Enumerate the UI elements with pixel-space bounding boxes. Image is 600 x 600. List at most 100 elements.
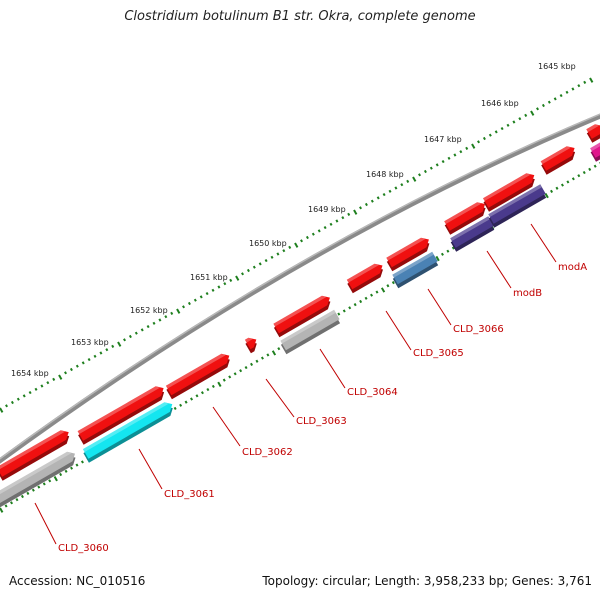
scale-tick	[140, 328, 144, 332]
scale-label: 1653 kbp	[71, 338, 109, 347]
scale-tick	[536, 107, 540, 111]
inner-tick	[375, 290, 379, 294]
leader-line	[212, 406, 241, 447]
scale-tick	[311, 232, 315, 236]
scale-tick	[217, 285, 221, 289]
scale-tick	[341, 216, 345, 220]
scale-tick	[105, 348, 109, 352]
gene-feature	[82, 402, 173, 459]
scale-tick	[170, 311, 174, 315]
scale-tick	[117, 341, 122, 347]
gene-feature-highlight	[586, 124, 600, 133]
scale-tick	[152, 321, 156, 325]
scale-tick	[252, 265, 256, 269]
scale-tick	[589, 77, 594, 83]
scale-tick	[453, 153, 457, 157]
gene-feature	[444, 202, 486, 231]
gene-label-modA: modA	[558, 262, 587, 273]
gene-feature-highlight	[0, 430, 65, 469]
scale-tick	[288, 245, 292, 249]
scale-tick	[329, 222, 333, 226]
scale-tick	[69, 367, 73, 372]
scale-tick	[512, 120, 516, 124]
inner-tick	[337, 312, 341, 316]
scale-tick	[477, 140, 481, 144]
inner-tick	[255, 359, 259, 363]
inner-tick	[42, 482, 46, 486]
scale-tick	[276, 252, 280, 256]
gene-label-modB: modB	[513, 288, 542, 299]
inner-tick	[364, 296, 368, 300]
gene-label-CLD_3062: CLD_3062	[242, 447, 293, 458]
gene-feature-highlight	[273, 295, 327, 327]
scale-tick	[382, 193, 386, 197]
scale-tick	[123, 338, 127, 342]
gene-label-CLD_3061: CLD_3061	[164, 489, 215, 500]
inner-tick	[560, 183, 564, 187]
inner-tick	[10, 501, 14, 505]
scale-tick	[335, 219, 339, 223]
scale-label: 1652 kbp	[130, 306, 168, 315]
scale-tick	[565, 90, 569, 94]
scale-tick	[241, 272, 245, 276]
inner-tick	[451, 246, 455, 250]
leader-line	[138, 448, 163, 490]
scale-tick	[353, 209, 358, 215]
scale-tick	[52, 377, 56, 381]
scale-tick	[22, 394, 26, 398]
scale-tick	[418, 173, 422, 177]
gene-feature-highlight	[82, 402, 169, 452]
inner-tick	[80, 460, 84, 464]
gene-feature	[488, 184, 546, 224]
scale-tick	[300, 239, 304, 243]
scale-tick	[571, 87, 575, 91]
inner-tick	[228, 375, 232, 379]
inner-tick	[184, 400, 188, 404]
scale-tick	[75, 364, 79, 368]
gene-label-CLD_3064: CLD_3064	[347, 387, 398, 398]
scale-tick	[34, 387, 38, 391]
inner-tick	[588, 167, 592, 171]
scale-tick	[10, 400, 14, 405]
scale-tick	[258, 262, 262, 266]
inner-tick	[4, 504, 8, 508]
inner-tick	[359, 299, 363, 304]
scale-tick	[465, 146, 469, 150]
gene-feature	[0, 451, 75, 504]
inner-tick	[70, 466, 74, 470]
scale-tick	[429, 166, 433, 170]
scale-label: 1649 kbp	[308, 205, 346, 214]
gene-feature	[244, 337, 257, 350]
inner-tick	[250, 362, 254, 366]
inner-tick	[37, 485, 41, 489]
scale-labels: 1645 kbp 1646 kbp 1647 kbp 1648 kbp 1649…	[11, 62, 576, 378]
scale-tick	[494, 130, 498, 134]
scale-tick	[423, 169, 427, 174]
scale-tick	[547, 100, 551, 104]
inner-tick	[31, 488, 35, 492]
inner-tick	[222, 378, 226, 382]
leader-line	[385, 310, 412, 351]
scale-tick	[294, 242, 299, 248]
inner-tick	[53, 476, 58, 482]
scale-tick	[146, 325, 150, 329]
gene-label-CLD_3065: CLD_3065	[413, 348, 464, 359]
scale-label: 1651 kbp	[190, 273, 228, 282]
scale-tick	[518, 117, 522, 121]
inner-tick	[206, 387, 210, 392]
inner-tick	[239, 369, 243, 373]
gene-feature-highlight	[244, 337, 253, 343]
inner-tick	[200, 391, 204, 395]
leader-line	[486, 250, 512, 289]
scale-tick	[524, 113, 528, 117]
backbone-highlight	[0, 113, 600, 460]
inner-tick	[266, 353, 270, 357]
scale-tick	[193, 298, 197, 302]
gene-feature	[0, 430, 69, 477]
inner-tick	[348, 306, 352, 310]
gene-feature-highlight	[77, 386, 160, 434]
gene-feature	[392, 251, 438, 285]
inner-tick	[48, 479, 52, 483]
scale-tick	[16, 397, 20, 401]
scale-tick	[205, 292, 209, 296]
